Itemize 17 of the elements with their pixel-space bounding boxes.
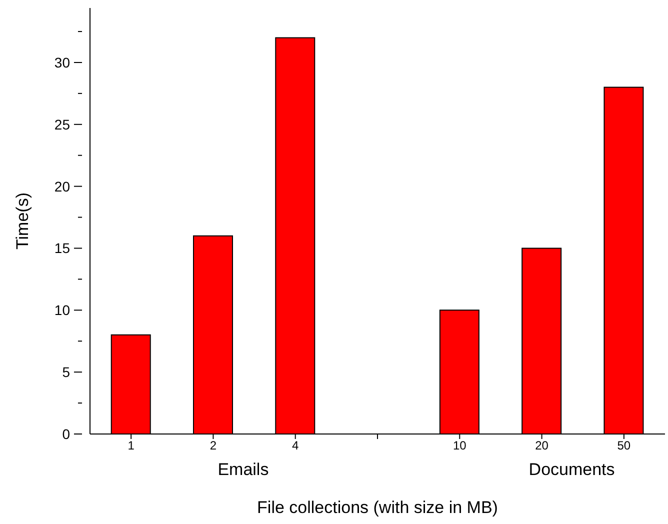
- x-axis-title: File collections (with size in MB): [256, 498, 499, 518]
- y-tick-label: 30: [54, 54, 70, 70]
- x-tick-label: 20: [535, 438, 549, 453]
- x-tick-label: 50: [617, 438, 631, 453]
- y-tick-label: 20: [54, 178, 70, 194]
- text: Documents: [528, 460, 615, 480]
- y-axis-title: Time(s): [13, 192, 32, 250]
- y-tick-label: 10: [54, 302, 70, 318]
- y-tick-label: 5: [62, 364, 70, 380]
- x-tick-label: 10: [452, 438, 467, 453]
- x-tick-label: 4: [292, 438, 300, 453]
- text: Emails: [218, 460, 269, 480]
- y-tick-label: 15: [54, 240, 70, 256]
- y-tick-label: 0: [62, 426, 70, 442]
- y-tick-label: 25: [54, 116, 70, 132]
- x-tick-label: 1: [128, 438, 135, 453]
- x-tick-label: 2: [210, 438, 217, 453]
